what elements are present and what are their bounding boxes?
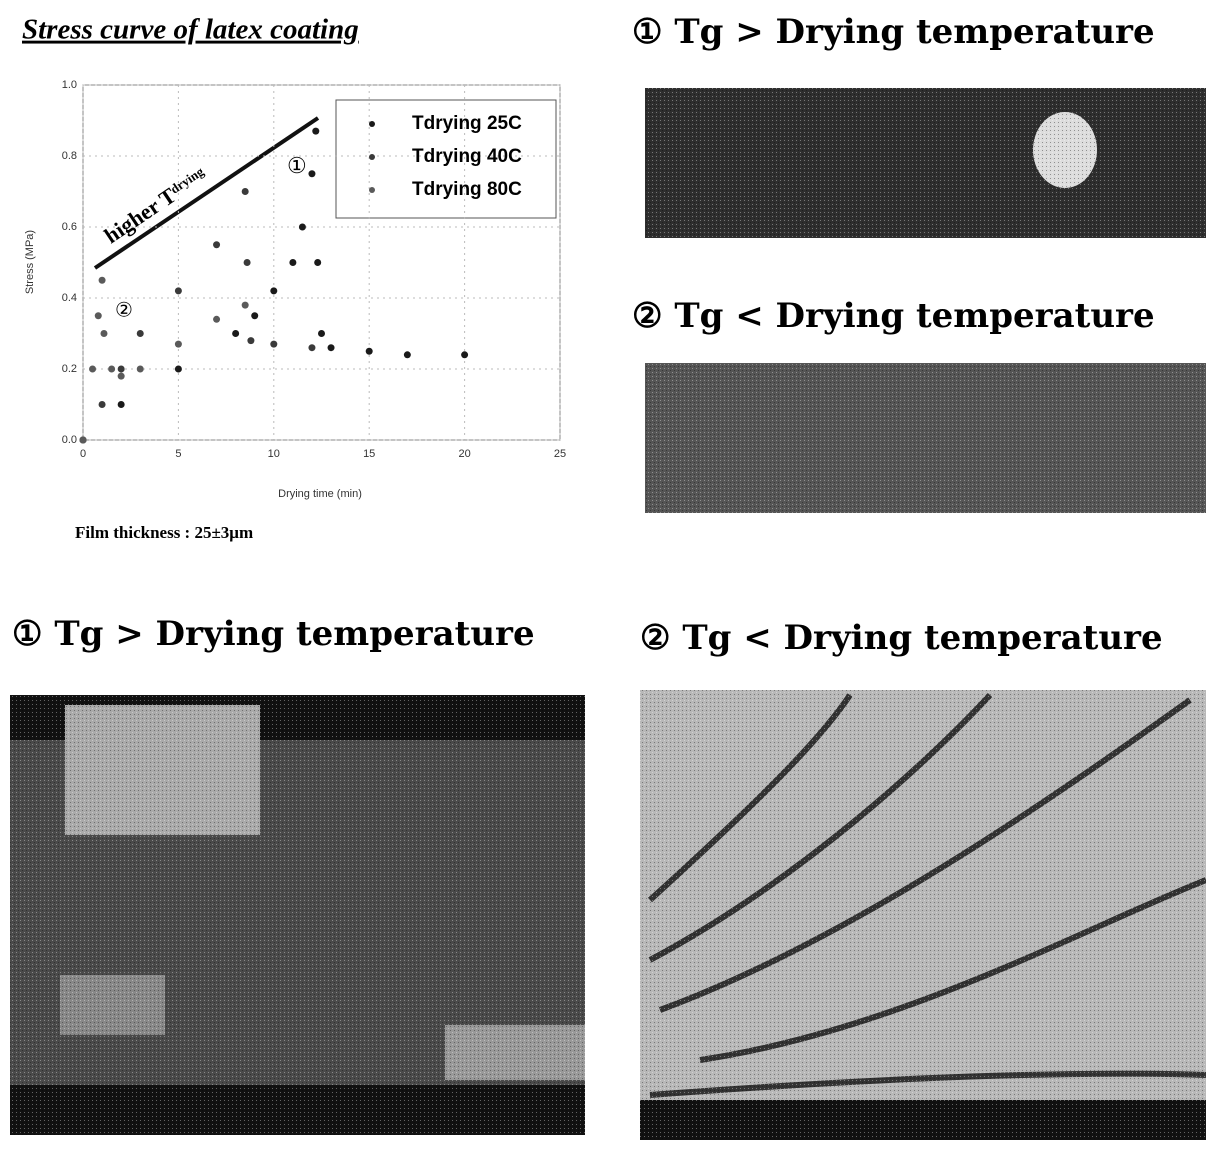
data-point [213,241,220,248]
data-point [175,366,182,373]
panel-label: ① Tg > Drying temperature [632,12,1155,52]
data-point [366,348,373,355]
photo-texture [10,695,585,1135]
x-tick-label: 25 [554,448,566,460]
data-point [99,277,106,284]
data-point [242,188,249,195]
annotation: higher Tdrying [100,162,212,249]
data-point [289,259,296,266]
data-point [299,224,306,231]
figure: Stress curve of latex coating higher Tdr… [0,0,1206,1148]
photo-texture [640,690,1206,1140]
data-point [89,366,96,373]
annotation: ② [115,300,133,322]
data-point [118,366,125,373]
data-point [242,302,249,309]
legend-label: Tdrying 80C [412,179,522,200]
data-point [213,316,220,323]
data-point [251,312,258,319]
annotation-arrow [95,118,318,268]
data-point [312,128,319,135]
y-tick-label: 0.8 [62,150,77,162]
data-point [175,287,182,294]
panel-label: ② Tg < Drying temperature [640,618,1163,658]
data-point [137,330,144,337]
y-tick-label: 0.6 [62,221,77,233]
data-point [95,312,102,319]
panel-label: ② Tg < Drying temperature [632,296,1155,336]
annotation: ① [287,153,307,178]
data-point [118,401,125,408]
x-tick-label: 5 [175,448,181,460]
panel-label: ① Tg > Drying temperature [12,614,535,654]
x-tick-label: 0 [80,448,86,460]
y-tick-label: 0.4 [62,292,77,304]
data-point [232,330,239,337]
data-point [80,437,87,444]
y-axis-label: Stress (MPa) [24,230,36,294]
data-point [99,401,106,408]
photo-texture [645,88,1206,238]
data-point [318,330,325,337]
data-point [247,337,254,344]
y-tick-label: 1.0 [62,79,77,91]
legend-label: Tdrying 25C [412,113,522,134]
x-tick-label: 20 [458,448,470,460]
data-point [137,366,144,373]
data-point [308,170,315,177]
legend-label: Tdrying 40C [412,146,522,167]
data-point [118,373,125,380]
data-point [175,341,182,348]
data-point [314,259,321,266]
legend-marker [369,121,375,127]
data-point [404,351,411,358]
y-tick-label: 0.2 [62,363,77,375]
data-point [308,344,315,351]
legend-marker [369,187,375,193]
data-point [461,351,468,358]
data-point [270,287,277,294]
y-tick-label: 0.0 [62,434,77,446]
data-point [270,341,277,348]
x-tick-label: 15 [363,448,375,460]
data-point [100,330,107,337]
chart-title: Stress curve of latex coating [22,14,359,46]
x-axis-label: Drying time (min) [278,488,362,500]
data-point [244,259,251,266]
data-point [328,344,335,351]
x-tick-label: 10 [268,448,280,460]
caption: Film thickness : 25±3μm [75,523,253,542]
photo-texture [645,363,1206,513]
legend-marker [369,154,375,160]
data-point [108,366,115,373]
